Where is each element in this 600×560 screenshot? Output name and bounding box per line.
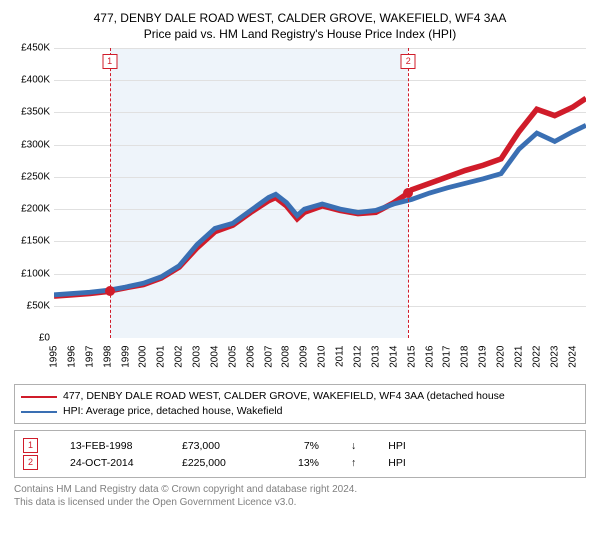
- y-axis: £0£50K£100K£150K£200K£250K£300K£350K£400…: [14, 48, 54, 338]
- plot-area: 12: [54, 48, 586, 338]
- y-tick-label: £50K: [27, 300, 50, 311]
- x-tick-label: 2011: [335, 346, 346, 368]
- series-svg: [54, 48, 586, 338]
- x-tick-label: 1996: [66, 346, 77, 368]
- arrow-icon: ↓: [351, 440, 356, 452]
- y-tick-label: £200K: [21, 204, 50, 215]
- title-address: 477, DENBY DALE ROAD WEST, CALDER GROVE,…: [14, 10, 586, 26]
- x-tick-label: 2016: [424, 346, 435, 368]
- event-number-flag: 1: [23, 438, 38, 453]
- y-tick-label: £300K: [21, 139, 50, 150]
- legend-swatch: [21, 396, 57, 398]
- event-price: £225,000: [182, 457, 242, 469]
- legend-swatch: [21, 411, 57, 413]
- legend-label: HPI: Average price, detached house, Wake…: [63, 404, 282, 419]
- y-tick-label: £450K: [21, 43, 50, 54]
- y-tick-label: £0: [39, 333, 50, 344]
- x-tick-label: 1997: [84, 346, 95, 368]
- x-tick-label: 1998: [102, 346, 113, 368]
- footnote-line1: Contains HM Land Registry data © Crown c…: [14, 483, 586, 496]
- x-tick-label: 2001: [156, 346, 167, 368]
- y-tick-label: £250K: [21, 171, 50, 182]
- legend-row: HPI: Average price, detached house, Wake…: [21, 404, 579, 419]
- y-tick-label: £100K: [21, 268, 50, 279]
- event-number-flag: 2: [23, 455, 38, 470]
- event-pct: 13%: [274, 457, 319, 469]
- x-tick-label: 2006: [245, 346, 256, 368]
- x-tick-label: 1995: [49, 346, 60, 368]
- x-tick-label: 2019: [478, 346, 489, 368]
- x-tick-label: 2022: [531, 346, 542, 368]
- event-price: £73,000: [182, 440, 242, 452]
- legend: 477, DENBY DALE ROAD WEST, CALDER GROVE,…: [14, 384, 586, 424]
- event-dot: [105, 286, 115, 296]
- x-tick-label: 2004: [209, 346, 220, 368]
- x-axis: 1995199619971998199920002001200220032004…: [54, 338, 586, 378]
- event-hpi-label: HPI: [388, 457, 428, 469]
- x-tick-label: 2014: [388, 346, 399, 368]
- event-date: 13-FEB-1998: [70, 440, 150, 452]
- x-tick-label: 2020: [496, 346, 507, 368]
- events-table: 1 13-FEB-1998 £73,000 7% ↓ HPI 2 24-OCT-2014 £22…: [14, 430, 586, 478]
- x-tick-label: 2005: [227, 346, 238, 368]
- x-tick-label: 2017: [442, 346, 453, 368]
- footnote: Contains HM Land Registry data © Crown c…: [14, 483, 586, 509]
- x-tick-label: 2018: [460, 346, 471, 368]
- event-hpi-label: HPI: [388, 440, 428, 452]
- plot-outer: 12 1995199619971998199920002001200220032…: [54, 48, 586, 378]
- x-tick-label: 2023: [549, 346, 560, 368]
- y-tick-label: £350K: [21, 107, 50, 118]
- event-dot: [403, 188, 413, 198]
- x-tick-label: 2002: [174, 346, 185, 368]
- x-tick-label: 2013: [370, 346, 381, 368]
- event-flag: 1: [102, 54, 117, 69]
- x-tick-label: 2012: [353, 346, 364, 368]
- x-tick-label: 2007: [263, 346, 274, 368]
- x-tick-label: 2008: [281, 346, 292, 368]
- x-tick-label: 2003: [192, 346, 203, 368]
- event-table-row: 1 13-FEB-1998 £73,000 7% ↓ HPI: [23, 438, 577, 453]
- event-pct: 7%: [274, 440, 319, 452]
- event-flag: 2: [401, 54, 416, 69]
- x-tick-label: 1999: [120, 346, 131, 368]
- footnote-line2: This data is licensed under the Open Gov…: [14, 496, 586, 509]
- x-tick-label: 2000: [138, 346, 149, 368]
- x-tick-label: 2015: [406, 346, 417, 368]
- legend-label: 477, DENBY DALE ROAD WEST, CALDER GROVE,…: [63, 389, 505, 404]
- x-tick-label: 2009: [299, 346, 310, 368]
- x-tick-label: 2010: [317, 346, 328, 368]
- series-line-price_paid: [54, 98, 586, 296]
- y-tick-label: £400K: [21, 75, 50, 86]
- arrow-icon: ↑: [351, 457, 356, 469]
- title-subtitle: Price paid vs. HM Land Registry's House …: [14, 26, 586, 42]
- legend-row: 477, DENBY DALE ROAD WEST, CALDER GROVE,…: [21, 389, 579, 404]
- event-date: 24-OCT-2014: [70, 457, 150, 469]
- x-tick-label: 2021: [513, 346, 524, 368]
- x-tick-label: 2024: [567, 346, 578, 368]
- y-tick-label: £150K: [21, 236, 50, 247]
- event-table-row: 2 24-OCT-2014 £225,000 13% ↑ HPI: [23, 455, 577, 470]
- chart: £0 £50K £100K £150K £200K £250K £300K £350K £400…: [14, 48, 586, 378]
- chart-page: 477, DENBY DALE ROAD WEST, CALDER GROVE,…: [0, 0, 600, 560]
